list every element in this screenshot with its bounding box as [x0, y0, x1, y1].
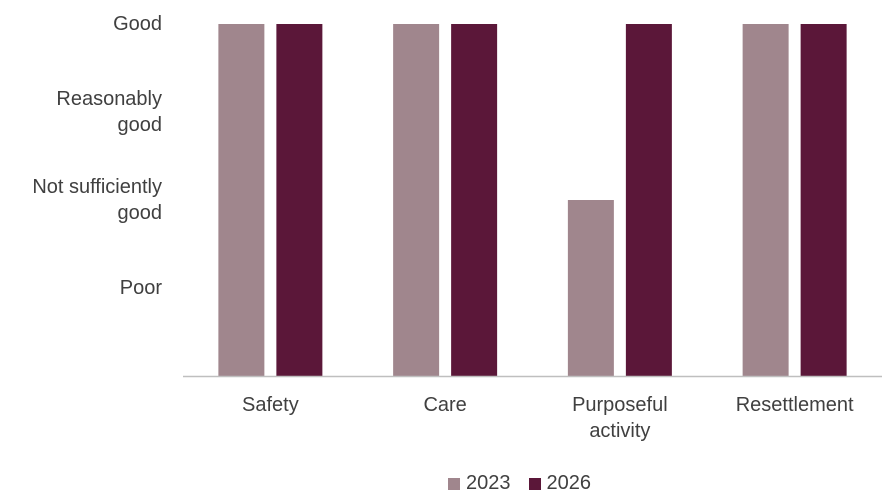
x-tick-label-safety: Safety	[242, 394, 299, 416]
legend-swatch-2026	[528, 477, 541, 490]
legend-swatch-2023	[448, 477, 460, 490]
bar-2026-care	[451, 24, 498, 376]
x-tick-label-resettlement: Resettlement	[735, 394, 854, 416]
y-tick-label-not-sufficiently-good: Not sufficiently good	[32, 176, 162, 224]
legend-label-2023: 2023	[466, 472, 511, 494]
legend-item-2026: 2026	[528, 472, 592, 495]
legend: 2023 2026	[448, 472, 609, 495]
x-tick-label-care: Care	[423, 394, 467, 416]
x-tick-label-purposeful-activity: Purposeful activity	[572, 394, 668, 442]
bar-2023-safety	[218, 24, 265, 376]
bar-2023-care	[393, 24, 440, 376]
bar-2026-safety	[276, 24, 323, 376]
bar-2026-resettlement	[800, 24, 847, 376]
y-tick-label-poor: Poor	[119, 277, 162, 299]
bar-2026-purposeful-activity	[625, 24, 672, 376]
legend-item-2023: 2023	[448, 472, 511, 495]
y-tick-label-good: Good	[113, 13, 162, 35]
legend-label-2026: 2026	[546, 472, 592, 494]
bar-2023-purposeful-activity	[567, 200, 614, 376]
y-tick-label-reasonably-good: Reasonably good	[56, 88, 162, 136]
bar-2023-resettlement	[742, 24, 789, 376]
